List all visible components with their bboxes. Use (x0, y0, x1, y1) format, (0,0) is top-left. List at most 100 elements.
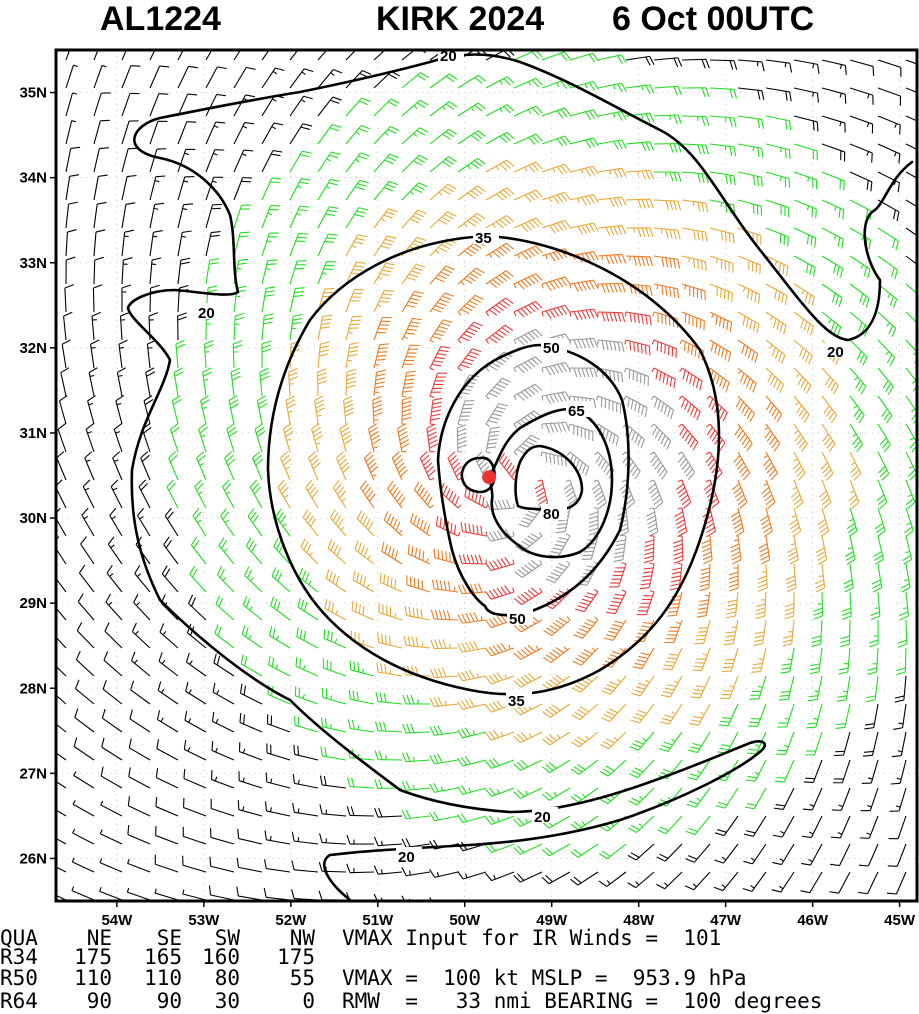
wind-barb (597, 311, 626, 322)
wind-barb (570, 731, 599, 748)
wind-barb (742, 871, 767, 892)
wind-barb (205, 258, 220, 285)
wind-barb (613, 534, 627, 563)
wind-barb (629, 731, 655, 751)
wind-barb (871, 563, 883, 593)
wind-barb (681, 87, 710, 98)
wind-barb (801, 843, 823, 866)
wind-barb (849, 339, 868, 366)
wind-barb (252, 451, 264, 481)
wind-barb (569, 337, 599, 349)
wind-barb (289, 287, 305, 313)
wind-barb (513, 383, 543, 401)
wind-barb (177, 203, 194, 229)
wind-barb (289, 313, 303, 341)
wind-barb (65, 50, 71, 61)
wind-barb (569, 165, 599, 177)
wind-barb (401, 72, 429, 89)
wind-barb (74, 708, 95, 733)
wind-barb (841, 591, 852, 620)
contour-label: 20 (196, 303, 222, 322)
wind-barb (351, 600, 375, 621)
wind-barb (876, 479, 888, 509)
wind-barb (99, 858, 123, 873)
wind-barb (166, 479, 179, 509)
wind-barb (513, 328, 543, 346)
wind-barb (737, 59, 765, 72)
wind-barb (709, 115, 737, 128)
wind-barb (71, 857, 95, 873)
wind-barb (264, 830, 291, 845)
contour-label: 35 (473, 228, 499, 247)
wind-barb (429, 265, 455, 285)
wind-barb (765, 283, 788, 306)
wind-barb (429, 725, 459, 736)
r50-ne: 110 (74, 966, 112, 990)
wind-barb (815, 535, 828, 565)
r64-se: 90 (157, 989, 182, 1013)
wind-barb (429, 156, 457, 173)
wind-barb (155, 825, 179, 845)
wind-barb (377, 633, 403, 649)
wind-barb (266, 714, 291, 733)
wind-barb (656, 843, 683, 862)
wind-barb (765, 367, 784, 394)
wind-barb (681, 227, 708, 242)
x-tick-label: 47W (710, 912, 742, 929)
wind-barb (121, 257, 133, 285)
wind-barb (600, 731, 627, 750)
x-tick-label: 49W (536, 912, 568, 929)
y-tick-label: 30N (19, 510, 47, 527)
wind-barb (887, 843, 907, 867)
wind-barb (896, 647, 907, 676)
wind-barb (373, 153, 399, 173)
wind-barb (514, 559, 543, 578)
wind-barb (751, 647, 767, 673)
wind-barb (65, 174, 80, 201)
wind-barb (706, 423, 726, 452)
wind-barb (297, 597, 319, 621)
wind-barb (829, 871, 851, 894)
wind-barb (82, 479, 95, 509)
wind-barb (877, 227, 899, 251)
x-tick-label: 45W (884, 912, 916, 929)
r50-nw: 55 (290, 966, 315, 990)
wind-barb (846, 507, 858, 537)
wind-barb (651, 367, 676, 389)
wind-barb (800, 871, 823, 894)
wind-barb (429, 183, 457, 201)
wind-barb (832, 759, 851, 784)
wind-barb (192, 508, 207, 537)
wind-barb (709, 283, 733, 303)
wind-barb (156, 739, 179, 761)
wind-barb (737, 199, 763, 216)
wind-barb (121, 65, 141, 89)
wind-barb (200, 395, 210, 425)
wind-barb (241, 625, 263, 649)
wind-barb (749, 675, 767, 700)
wind-barb (840, 619, 851, 648)
wind-barb (295, 656, 319, 677)
r34-se: 165 (144, 945, 182, 969)
wind-barb (515, 532, 543, 552)
wind-barb (821, 59, 847, 75)
wind-barb (764, 423, 781, 452)
wind-barb (277, 479, 291, 509)
wind-barb (709, 227, 735, 244)
wind-barb (595, 395, 622, 414)
wind-barb (653, 114, 682, 125)
wind-barb (737, 87, 765, 101)
wind-barb (737, 283, 761, 304)
wind-barb (211, 711, 235, 733)
wind-barb (65, 146, 81, 173)
wind-barb (381, 541, 403, 565)
wind-barb (877, 367, 894, 395)
wind-barb (624, 311, 652, 326)
wind-barb (831, 787, 851, 811)
wind-barb (690, 675, 711, 699)
wind-barb (75, 650, 95, 677)
wind-barb (247, 508, 263, 537)
wind-barb (140, 451, 151, 481)
wind-barb (431, 579, 459, 593)
wind-barb (653, 199, 682, 211)
